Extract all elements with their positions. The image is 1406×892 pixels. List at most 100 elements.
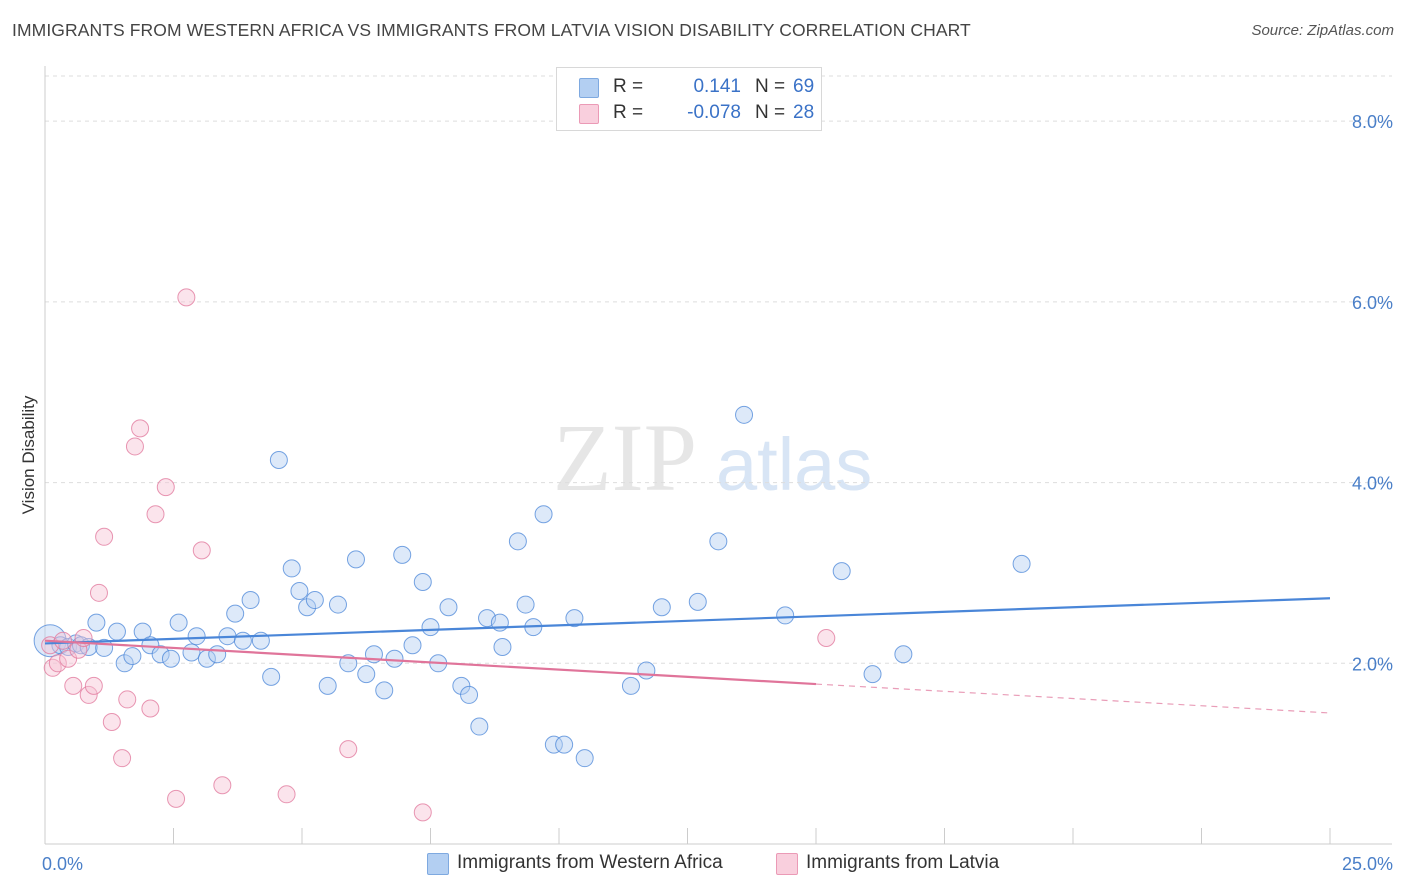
data-point <box>621 676 640 695</box>
data-point <box>151 645 170 664</box>
data-point <box>95 527 114 546</box>
data-point <box>508 532 527 551</box>
data-point <box>452 676 471 695</box>
data-point <box>735 405 754 424</box>
x-tick-label: 25.0% <box>1342 854 1393 874</box>
series-legend-swatch-latvia <box>776 853 798 875</box>
data-point <box>115 654 134 673</box>
data-point <box>413 572 432 591</box>
data-point <box>226 604 245 623</box>
data-point <box>282 559 301 578</box>
data-point <box>575 749 594 768</box>
data-point <box>89 583 108 602</box>
data-point <box>187 627 206 646</box>
data-point <box>192 541 211 560</box>
data-point <box>241 591 260 610</box>
data-point <box>113 749 132 768</box>
correlation-legend: R = 0.141 N = 69 R = -0.078 N = 28 <box>556 67 822 131</box>
series-latvia <box>41 288 836 822</box>
data-point <box>439 598 458 617</box>
data-point <box>298 598 317 617</box>
chart-title: IMMIGRANTS FROM WESTERN AFRICA VS IMMIGR… <box>12 20 971 40</box>
legend-n-value: 28 <box>793 102 815 123</box>
series-legend-label: Immigrants from Western Africa <box>457 852 723 873</box>
data-point <box>233 631 252 650</box>
trend-line <box>44 597 1331 645</box>
data-point <box>102 713 121 732</box>
data-point <box>470 717 489 736</box>
legend-n-value: 69 <box>793 76 815 97</box>
axes <box>44 66 1392 845</box>
data-point <box>565 609 584 628</box>
data-point <box>832 562 851 581</box>
data-point <box>516 595 535 614</box>
data-point <box>385 649 404 668</box>
y-tick-label: 6.0% <box>1352 293 1393 313</box>
data-point <box>393 545 412 564</box>
trend-line <box>44 639 817 686</box>
data-point <box>421 618 440 637</box>
legend-r-label: R = <box>613 76 644 97</box>
trend-lines <box>44 597 1331 714</box>
data-point <box>460 685 479 704</box>
data-point <box>277 785 296 804</box>
data-point <box>403 636 422 655</box>
legend-r-value: -0.078 <box>687 102 741 123</box>
data-point <box>305 591 324 610</box>
data-point <box>156 478 175 497</box>
data-point <box>79 685 98 704</box>
data-point <box>269 451 288 469</box>
y-tick-label: 2.0% <box>1352 654 1393 674</box>
y-tick-label: 8.0% <box>1352 112 1393 132</box>
y-tick-label: 4.0% <box>1352 474 1393 494</box>
y-axis-label: Vision Disability <box>19 395 38 514</box>
trend-line-extension <box>815 683 1331 714</box>
data-point <box>375 681 394 700</box>
legend-n-label: N = <box>755 76 786 97</box>
data-point <box>413 803 432 822</box>
grid <box>45 75 1392 664</box>
watermark: ZIP atlas <box>553 404 872 511</box>
data-point <box>177 288 196 307</box>
data-point <box>776 606 795 625</box>
series-legend: Immigrants from Western Africa Immigrant… <box>0 852 1406 878</box>
data-point <box>709 532 728 551</box>
legend-n-label: N = <box>755 102 786 123</box>
series-legend-swatch-western-africa <box>427 853 449 875</box>
data-point <box>84 676 103 695</box>
data-point <box>817 628 836 647</box>
data-point <box>182 643 201 662</box>
data-point <box>125 437 144 456</box>
data-point <box>290 582 309 601</box>
data-point <box>87 613 106 632</box>
data-point <box>131 419 150 438</box>
legend-swatch-latvia <box>579 104 599 124</box>
data-point <box>118 690 137 709</box>
data-point <box>161 649 180 668</box>
data-point <box>637 661 656 680</box>
legend-swatch-western-africa <box>579 78 599 98</box>
data-point <box>863 665 882 684</box>
data-point <box>167 789 186 808</box>
data-point <box>544 735 563 754</box>
data-point <box>555 735 574 754</box>
data-point <box>357 665 376 684</box>
data-point <box>346 550 365 569</box>
data-point <box>59 649 78 668</box>
data-point <box>688 592 707 611</box>
data-point <box>652 598 671 617</box>
data-point <box>141 699 160 718</box>
legend-r-label: R = <box>613 102 644 123</box>
watermark-atlas: atlas <box>716 423 872 506</box>
data-point <box>169 613 188 632</box>
x-tick-label: 0.0% <box>42 854 83 874</box>
data-point <box>208 645 227 664</box>
data-point <box>534 505 553 524</box>
data-point <box>318 676 337 695</box>
data-point <box>64 676 83 695</box>
data-point <box>493 638 512 657</box>
data-point <box>894 645 913 664</box>
tick-labels: 2.0% 4.0% 6.0% 8.0% 0.0% 25.0% Vision Disabili… <box>19 112 1393 874</box>
data-point <box>123 647 142 666</box>
